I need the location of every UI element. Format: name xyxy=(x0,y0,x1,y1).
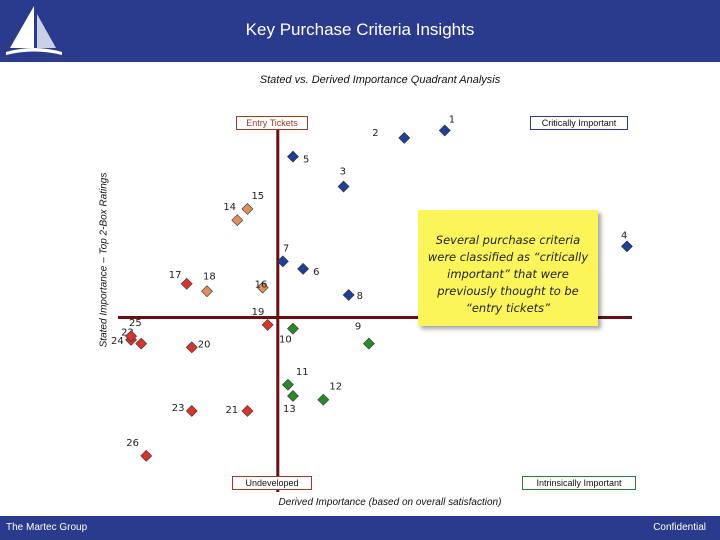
data-point-16 xyxy=(256,281,269,294)
company-name: The Martec Group xyxy=(6,522,88,533)
footer-band xyxy=(0,516,720,540)
data-point-4 xyxy=(621,240,633,253)
data-label-17: 17 xyxy=(169,270,182,281)
confidential-label: Confidential xyxy=(653,522,706,533)
quadrant-label-critically-important: Critically Important xyxy=(530,116,628,130)
page-title: Key Purchase Criteria Insights xyxy=(245,20,475,39)
data-point-15 xyxy=(241,203,254,215)
data-point-2 xyxy=(398,131,411,144)
data-point-18 xyxy=(201,285,213,298)
data-point-17 xyxy=(180,277,193,290)
data-point-6 xyxy=(297,262,310,275)
data-point-14 xyxy=(231,214,244,227)
data-point-5 xyxy=(287,150,299,163)
data-point-12 xyxy=(317,393,330,406)
data-label-26: 26 xyxy=(126,438,139,449)
data-point-25 xyxy=(125,330,137,343)
data-label-16: 16 xyxy=(255,280,268,291)
data-label-23: 23 xyxy=(172,403,185,414)
header-band xyxy=(0,0,720,62)
data-point-10 xyxy=(287,322,299,335)
data-label-11: 11 xyxy=(296,367,309,378)
sailboat-logo-icon xyxy=(6,6,62,55)
x-axis-label: Derived Importance (based on overall sat… xyxy=(278,497,502,508)
data-label-13: 13 xyxy=(283,404,296,415)
quadrant-label-intrinsically-important: Intrinsically Important xyxy=(522,476,636,490)
data-label-10: 10 xyxy=(279,335,292,346)
data-label-9: 9 xyxy=(355,322,361,333)
data-point-3 xyxy=(337,180,350,193)
quadrant-label-undeveloped: Undeveloped xyxy=(232,476,312,490)
data-label-7: 7 xyxy=(283,243,289,254)
data-label-6: 6 xyxy=(313,267,319,278)
data-label-22: 22 xyxy=(121,328,134,339)
data-label-14: 14 xyxy=(223,202,236,213)
data-point-8 xyxy=(342,289,355,301)
data-point-11 xyxy=(281,378,294,391)
data-point-26 xyxy=(140,449,153,462)
data-point-1 xyxy=(438,124,451,137)
data-label-1: 1 xyxy=(449,114,455,125)
data-label-20: 20 xyxy=(198,339,211,350)
data-point-22 xyxy=(135,337,148,350)
data-label-4: 4 xyxy=(621,230,627,241)
data-point-7 xyxy=(276,255,289,268)
chart-title: Stated vs. Derived Importance Quadrant A… xyxy=(259,74,501,86)
data-point-13 xyxy=(287,390,299,402)
data-point-23 xyxy=(185,405,198,417)
data-label-15: 15 xyxy=(251,191,264,202)
data-label-5: 5 xyxy=(303,155,309,166)
data-point-9 xyxy=(362,337,375,350)
data-label-24: 24 xyxy=(111,336,124,347)
data-label-3: 3 xyxy=(340,167,346,178)
data-point-21 xyxy=(241,405,254,417)
data-label-25: 25 xyxy=(129,318,142,329)
data-point-20 xyxy=(185,341,198,354)
data-label-19: 19 xyxy=(252,307,265,318)
data-label-8: 8 xyxy=(357,291,363,302)
data-label-21: 21 xyxy=(225,405,238,416)
data-label-12: 12 xyxy=(329,382,342,393)
quadrant-label-entry-tickets: Entry Tickets xyxy=(236,116,308,130)
data-point-19 xyxy=(261,318,274,331)
callout-note: Several purchase criteria were classifie… xyxy=(418,210,598,326)
data-label-2: 2 xyxy=(372,128,378,139)
data-label-18: 18 xyxy=(203,271,216,282)
y-axis-label: Stated Importance – Top 2-Box Ratings xyxy=(98,172,110,348)
